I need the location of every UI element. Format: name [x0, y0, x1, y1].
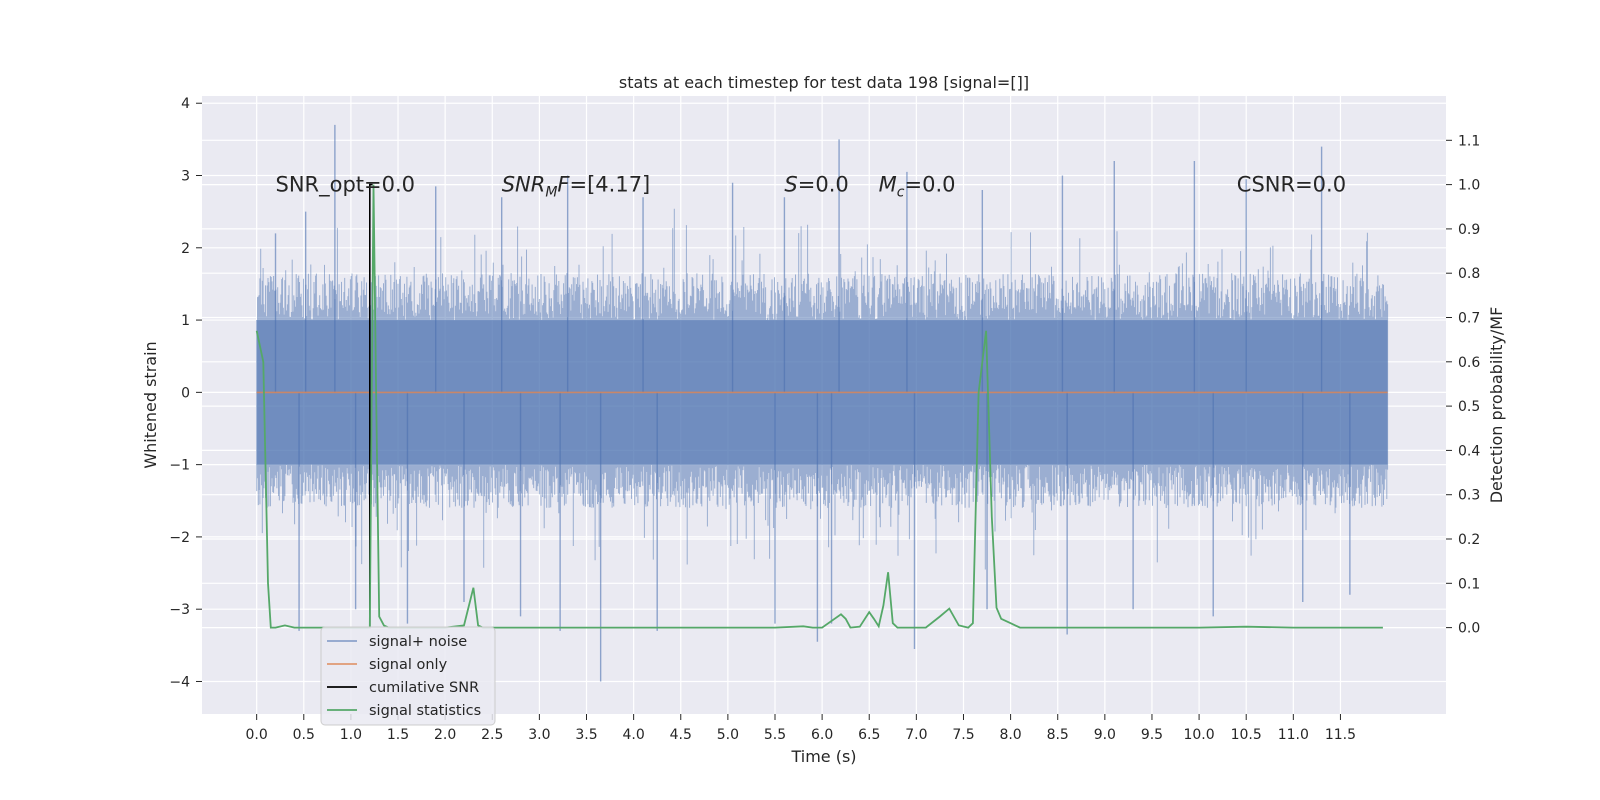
y-right-tick-label: 0.1 [1458, 576, 1480, 592]
y-left-tick-label: 2 [181, 241, 190, 257]
y-right-tick-label: 0.4 [1458, 443, 1480, 459]
y-right-tick-label: 0.6 [1458, 355, 1480, 371]
legend-box [320, 626, 496, 726]
line-series [255, 183, 1388, 629]
x-tick-label: 5.5 [764, 727, 786, 743]
y-left-tick-label: −3 [169, 602, 190, 618]
y-left-tick-label: −2 [169, 530, 190, 546]
y-axis-label-left: Whitened strain [141, 341, 160, 468]
x-tick-label: 10.0 [1183, 727, 1214, 743]
x-tick-label: 10.5 [1231, 727, 1262, 743]
y-left-tick-label: −4 [169, 674, 190, 690]
annotations: SNR_opt=0.0 SNRMF=[4.17] S=0.0 Mc=0.0 CSNR=0… [276, 173, 1347, 201]
x-tick-label: 0.5 [293, 727, 315, 743]
annotation-s: S=0.0 [784, 173, 848, 197]
y-left-tick-label: 3 [181, 169, 190, 185]
annotation-snr-opt: SNR_opt=0.0 [276, 173, 416, 198]
x-tick-label: 9.5 [1141, 727, 1163, 743]
annotation-csnr: CSNR=0.0 [1237, 173, 1346, 197]
x-tick-label: 9.0 [1094, 727, 1116, 743]
y-right-tick-label: 0.3 [1458, 488, 1480, 504]
x-tick-label: 2.5 [481, 727, 503, 743]
y-left-tick-label: −1 [169, 458, 190, 474]
legend: signal+ noise signal only cumilative SNR si… [320, 626, 496, 726]
x-tick-label: 8.0 [999, 727, 1021, 743]
x-tick-label: 3.0 [528, 727, 550, 743]
chart-title: stats at each timestep for test data 198… [619, 73, 1029, 92]
signal-statistics-line [255, 184, 1383, 629]
legend-item-signal-noise: signal+ noise [369, 634, 467, 650]
x-tick-label: 5.0 [717, 727, 739, 743]
x-tick-label: 7.0 [905, 727, 927, 743]
y-left-tick-label: 0 [181, 385, 190, 401]
legend-item-signal-statistics: signal statistics [369, 703, 481, 719]
legend-item-signal-only: signal only [369, 657, 448, 673]
y-right-tick-label: 0.0 [1458, 621, 1480, 637]
x-tick-label: 0.0 [246, 727, 268, 743]
y-right-tick-label: 0.5 [1458, 399, 1480, 415]
x-tick-label: 4.0 [622, 727, 644, 743]
legend-item-cumulative-snr: cumilative SNR [369, 680, 479, 696]
x-tick-label: 7.5 [952, 727, 974, 743]
x-tick-label: 3.5 [575, 727, 597, 743]
y-axis-label-right: Detection probability/MF [1487, 307, 1506, 504]
x-tick-label: 2.0 [434, 727, 456, 743]
y-right-tick-label: 1.1 [1458, 133, 1480, 149]
x-tick-label: 1.5 [387, 727, 409, 743]
y-right-tick-label: 0.8 [1458, 266, 1480, 282]
annotation-mc: Mc=0.0 [879, 173, 956, 201]
y-right-tick-label: 0.7 [1458, 311, 1480, 327]
annotation-snr-mf: SNRMF=[4.17] [502, 173, 651, 201]
y-left-tick-label: 1 [181, 313, 190, 329]
x-tick-label: 6.0 [811, 727, 833, 743]
cumulative-snr-line [368, 183, 373, 628]
axes: 0.0 0.5 1.0 1.5 2.0 2.5 3.0 3.5 4.0 4.5 5.0 5.5 6.0 6… [169, 96, 1480, 743]
y-right-tick-label: 0.9 [1458, 222, 1480, 238]
y-right-tick-label: 0.2 [1458, 532, 1480, 548]
x-tick-label: 11.5 [1325, 727, 1356, 743]
x-tick-label: 8.5 [1047, 727, 1069, 743]
x-axis-label: Time (s) [790, 747, 856, 766]
y-right-tick-label: 1.0 [1458, 178, 1480, 194]
x-tick-label: 4.5 [670, 727, 692, 743]
x-tick-label: 1.0 [340, 727, 362, 743]
y-left-tick-label: 4 [181, 96, 190, 112]
x-tick-label: 6.5 [858, 727, 880, 743]
x-tick-label: 11.0 [1278, 727, 1309, 743]
